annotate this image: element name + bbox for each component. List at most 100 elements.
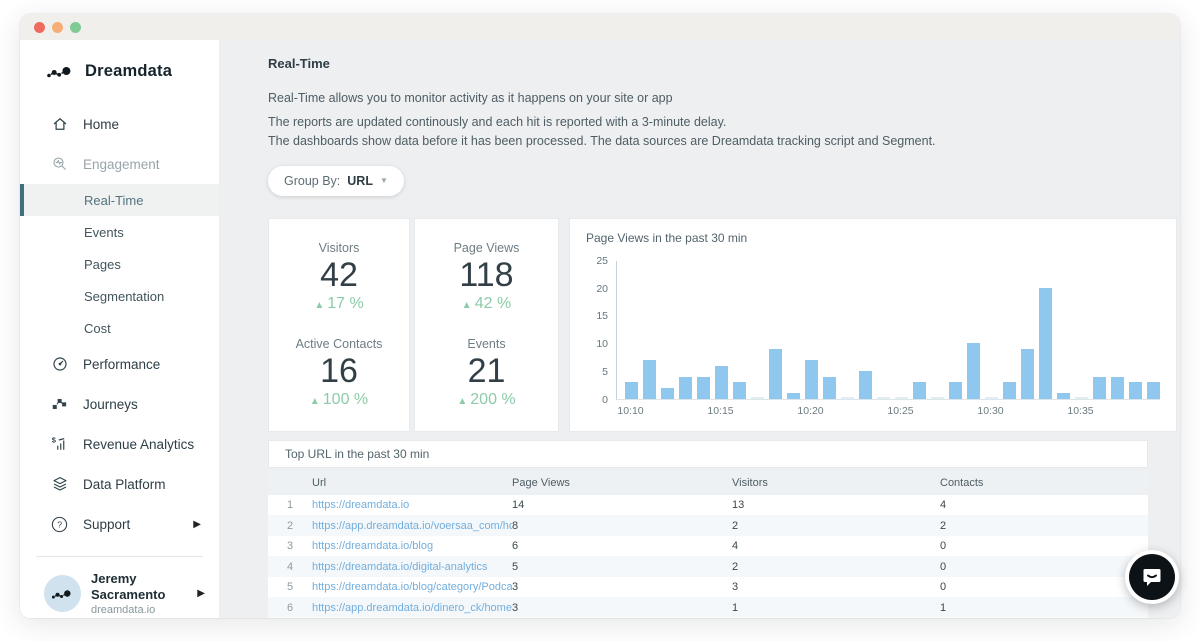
avatar (44, 574, 81, 612)
cell-page-views: 6 (512, 540, 519, 553)
url-link[interactable]: https://dreamdata.io/blog/category/Podca… (312, 581, 512, 594)
cell-visitors: 1 (732, 601, 739, 614)
sidebar-item-engagement[interactable]: Engagement (20, 144, 219, 184)
stat-label: Active Contacts (295, 336, 383, 351)
y-tick-label: 0 (602, 393, 608, 406)
stat-value: 118 (459, 255, 514, 294)
chart-bar (733, 382, 746, 399)
chat-widget-button[interactable] (1125, 550, 1179, 604)
cell-visitors: 4 (732, 540, 739, 553)
delta-up-icon: ▲ (309, 396, 320, 408)
chart-y-axis: 0 5 10 15 20 25 (586, 255, 608, 406)
cell-visitors: 2 (732, 560, 739, 573)
sidebar-item-data-platform[interactable]: Data Platform (20, 464, 219, 504)
chevron-right-icon: ▶ (197, 587, 205, 599)
chart-bar (1147, 382, 1160, 399)
sidebar-item-events[interactable]: Events (84, 224, 124, 240)
chevron-right-icon: ▶ (193, 518, 201, 530)
sidebar-item-pages[interactable]: Pages (84, 256, 121, 272)
journeys-icon (50, 395, 69, 414)
sidebar-item-segmentation[interactable]: Segmentation (84, 288, 165, 304)
chart-bar (949, 382, 962, 399)
column-header-contacts: Contacts (940, 476, 984, 489)
chart-bar (985, 396, 998, 399)
chart-bar (679, 376, 692, 399)
stat-delta: 100 % (322, 391, 369, 409)
close-window-button[interactable] (34, 21, 45, 33)
cell-rank: 1 (287, 499, 294, 512)
sidebar-item-label: Revenue Analytics (83, 436, 195, 452)
sidebar-item-home[interactable]: Home (20, 104, 219, 144)
app-window: Dreamdata Home (20, 14, 1180, 618)
sidebar-item-support[interactable]: ? Support ▶ (20, 504, 219, 544)
y-tick-label: 25 (596, 254, 608, 267)
url-link[interactable]: https://dreamdata.io/digital-analytics (312, 560, 488, 573)
cell-page-views: 3 (512, 581, 519, 594)
table-row: 6 https://app.dreamdata.io/dinero_ck/home… (268, 597, 1148, 618)
home-icon (50, 115, 69, 134)
group-by-label: Group By: (284, 173, 341, 188)
sidebar-item-real-time[interactable]: Real-Time (20, 184, 219, 216)
url-link[interactable]: https://app.dreamdata.io/voersaa_com/hom… (312, 519, 512, 532)
y-tick-label: 5 (602, 366, 608, 379)
sidebar-item-cost[interactable]: Cost (84, 320, 111, 336)
chart-bar (1129, 382, 1142, 399)
x-tick-label: 10:35 (1067, 404, 1094, 417)
engagement-subnav: Real-Time Events Pages Segmentation Cost (20, 184, 219, 344)
chart-bar (787, 393, 800, 399)
sidebar-item-label: Support (83, 516, 131, 532)
cell-page-views: 3 (512, 601, 519, 614)
x-tick-label: 10:10 (617, 404, 644, 417)
stat-value: 16 (320, 351, 358, 390)
pageviews-chart-panel: Page Views in the past 30 min 0 5 10 15 20 25… (569, 217, 1177, 432)
stat-value: 42 (320, 255, 358, 294)
engagement-icon (50, 155, 69, 174)
stat-visitors: Visitors 42 ▲ 17 % (314, 241, 363, 313)
data-platform-icon (50, 475, 69, 494)
minimize-window-button[interactable] (52, 21, 63, 33)
cell-contacts: 0 (940, 540, 947, 553)
delta-up-icon: ▲ (314, 299, 325, 311)
chart-bar (661, 387, 674, 399)
chart-bar (967, 343, 980, 399)
x-tick-label: 10:30 (977, 404, 1004, 417)
cell-contacts: 0 (940, 581, 947, 594)
sidebar-item-label: Performance (83, 356, 161, 372)
sidebar-item-label: Data Platform (83, 476, 166, 492)
cell-rank: 2 (287, 519, 294, 532)
user-profile[interactable]: Jeremy Sacramento dreamdata.io ▶ (20, 557, 219, 616)
column-header-visitors: Visitors (732, 476, 768, 489)
sidebar-item-journeys[interactable]: Journeys (20, 384, 219, 424)
url-link[interactable]: https://dreamdata.io/blog (312, 540, 434, 553)
top-url-panel: Top URL in the past 30 min Url Page View… (268, 439, 1148, 618)
delta-up-icon: ▲ (461, 299, 472, 311)
table-title: Top URL in the past 30 min (268, 439, 1148, 468)
chat-bubble-icon (1129, 554, 1175, 600)
chart-bar (823, 376, 836, 399)
page-title: Real-Time (268, 56, 330, 71)
cell-rank: 6 (287, 601, 294, 614)
x-tick-label: 10:25 (887, 404, 914, 417)
user-name: Jeremy Sacramento (91, 571, 166, 603)
cell-page-views: 5 (512, 560, 519, 573)
window-titlebar (20, 14, 1180, 40)
cell-rank: 5 (287, 581, 294, 594)
maximize-window-button[interactable] (70, 21, 81, 33)
cell-contacts: 0 (940, 560, 947, 573)
chart-bar (913, 382, 926, 399)
url-link[interactable]: https://dreamdata.io (312, 499, 410, 512)
page-description-line1: Real-Time allows you to monitor activity… (268, 91, 673, 105)
page-description-line3: The dashboards show data before it has b… (268, 134, 936, 149)
url-link[interactable]: https://app.dreamdata.io/dinero_ck/home (312, 601, 512, 614)
chart-bar (841, 396, 854, 399)
sidebar-item-revenue-analytics[interactable]: $ Revenue Analytics (20, 424, 219, 464)
chart-bar (1057, 393, 1070, 399)
chart-bar (769, 348, 782, 399)
sidebar-item-performance[interactable]: Performance (20, 344, 219, 384)
page-description-line2: The reports are updated continously and … (268, 114, 727, 129)
group-by-dropdown[interactable]: Group By: URL ▼ (268, 165, 404, 196)
chart-bar (1003, 382, 1016, 399)
chart-title: Page Views in the past 30 min (586, 230, 748, 245)
sidebar-item-label: Journeys (83, 396, 138, 412)
chart-bar (697, 376, 710, 399)
